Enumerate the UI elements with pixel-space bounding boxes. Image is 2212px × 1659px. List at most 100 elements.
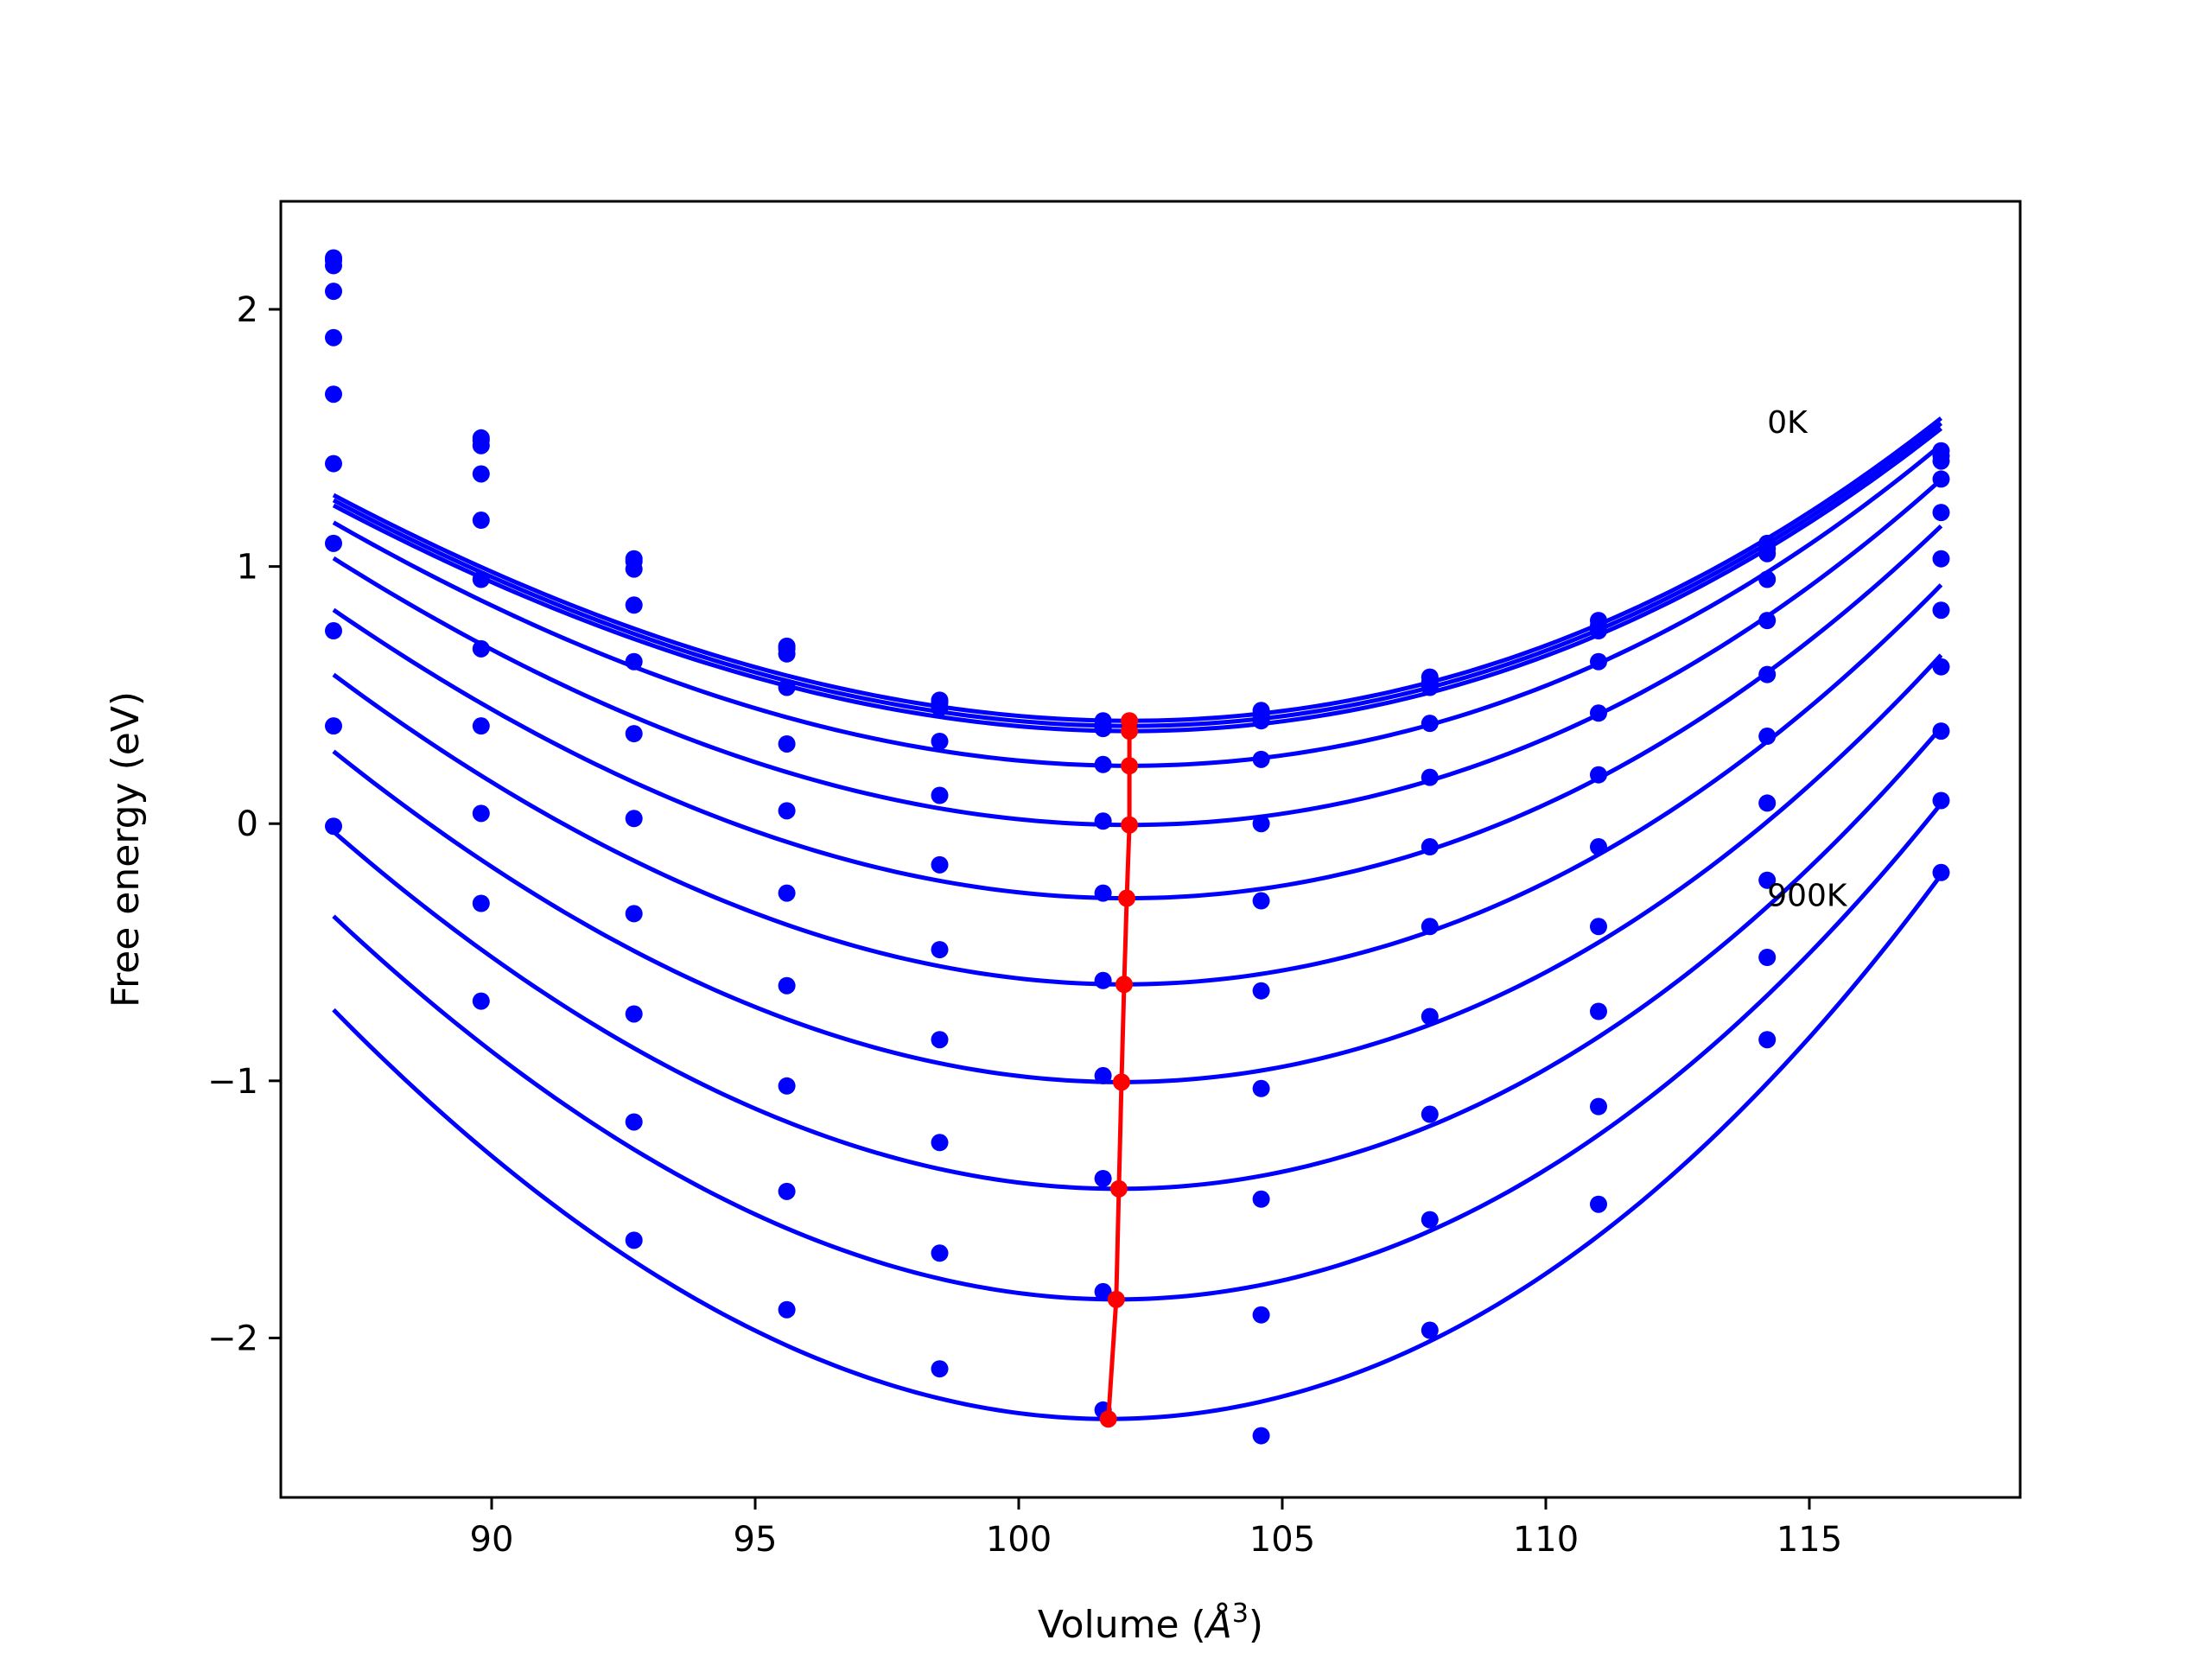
- minima-series: [1099, 712, 1139, 1428]
- x-axis-label-unit: Å: [1204, 1601, 1232, 1647]
- series-data-point: [1932, 504, 1950, 522]
- y-tick-label: 1: [237, 548, 258, 588]
- series-data-point: [1094, 1169, 1112, 1187]
- x-axis-label-superscript: 3: [1232, 1599, 1249, 1629]
- series-data-point: [1932, 722, 1950, 741]
- series-data-point: [1252, 892, 1270, 910]
- series-data-point: [1590, 704, 1607, 722]
- series-data-point: [325, 817, 342, 836]
- series-data-point: [1421, 918, 1439, 936]
- annotation-label: 900K: [1767, 878, 1848, 913]
- series-data-point: [1932, 452, 1950, 470]
- series-data-point: [1094, 1066, 1112, 1084]
- series-data-point: [931, 1031, 949, 1049]
- series-data-point: [472, 717, 490, 735]
- series-data-point: [625, 596, 643, 614]
- series-data-point: [1590, 652, 1607, 671]
- series-data-point: [1932, 658, 1950, 676]
- series-data-point: [1758, 612, 1777, 630]
- series-fit-line: [332, 726, 1943, 1192]
- series-fit-line: [332, 524, 1943, 901]
- series-data-point: [931, 855, 949, 874]
- minima-point: [1121, 757, 1139, 775]
- series-data-point: [1421, 1105, 1439, 1123]
- series-data-point: [778, 1182, 796, 1200]
- series-data-point: [472, 804, 490, 823]
- x-axis: 90 95 100 105 110 115: [470, 1497, 1842, 1560]
- series-data-point: [931, 786, 949, 804]
- series-data-point: [1590, 1195, 1607, 1213]
- series-data-point: [325, 283, 342, 301]
- minima-point: [1118, 889, 1136, 907]
- minima-point: [1116, 976, 1133, 994]
- series-data-point: [1932, 863, 1950, 881]
- series-fit-line: [332, 802, 1943, 1302]
- series-7: [325, 454, 1950, 1000]
- series-data-point: [625, 560, 643, 578]
- series-fit-line: [332, 653, 1943, 1084]
- series-data-point: [1421, 678, 1439, 696]
- series-data-point: [472, 992, 490, 1010]
- series-data-point: [1590, 838, 1607, 856]
- series-data-point: [931, 941, 949, 959]
- series-data-point: [1252, 982, 1270, 1000]
- series-data-point: [778, 678, 796, 696]
- series-data-point: [778, 1300, 796, 1319]
- series-data-point: [472, 639, 490, 658]
- series-data-point: [931, 733, 949, 750]
- series-data-point: [625, 725, 643, 743]
- series-data-point: [1758, 570, 1777, 588]
- minima-point: [1107, 1290, 1125, 1308]
- series-11: [325, 817, 1950, 1445]
- minima-line: [1106, 721, 1132, 1420]
- series-10: [325, 717, 1950, 1324]
- x-tick-label: 100: [986, 1520, 1052, 1560]
- series-data-point: [325, 717, 342, 735]
- series-data-point: [1252, 750, 1270, 768]
- annotations: 0K 900K: [1767, 405, 1848, 914]
- series-data-point: [472, 570, 490, 588]
- x-tick-label: 95: [734, 1520, 778, 1560]
- y-tick-label: −1: [207, 1062, 258, 1102]
- series-data-point: [1421, 768, 1439, 786]
- series-fit-line: [332, 421, 1943, 728]
- series-data-point: [1590, 1097, 1607, 1116]
- series-data-point: [1094, 884, 1112, 902]
- series-data-point: [1094, 971, 1112, 989]
- minima-point: [1109, 1179, 1128, 1198]
- series-data-point: [1758, 544, 1777, 563]
- series-data-point: [1421, 715, 1439, 733]
- series-data-point: [625, 652, 643, 671]
- minima-point: [1112, 1073, 1130, 1091]
- series-data-point: [1758, 949, 1777, 966]
- annotation-label: 0K: [1767, 405, 1808, 441]
- series-data-point: [472, 894, 490, 912]
- series-data-point: [625, 1005, 643, 1023]
- series-data-point: [1590, 766, 1607, 784]
- series-data-point: [931, 1134, 949, 1152]
- series-data-point: [1758, 871, 1777, 889]
- series-fit-line: [332, 583, 1943, 987]
- series-data-point: [1094, 720, 1112, 738]
- series-data-point: [1932, 601, 1950, 620]
- x-tick-label: 105: [1249, 1520, 1315, 1560]
- series-data-point: [472, 436, 490, 454]
- y-tick-label: −2: [207, 1319, 258, 1358]
- series-data-point: [1252, 1306, 1270, 1324]
- minima-point: [1121, 816, 1139, 834]
- series-data-point: [625, 905, 643, 923]
- series-data-point: [625, 810, 643, 828]
- series-data-point: [1758, 728, 1777, 746]
- series-data-point: [778, 802, 796, 820]
- series-data-point: [1421, 1007, 1439, 1026]
- series-data-point: [325, 622, 342, 640]
- series-data-point: [1590, 622, 1607, 640]
- series-data-point: [1932, 550, 1950, 568]
- series-data-point: [778, 645, 796, 663]
- series-data-point: [1421, 838, 1439, 856]
- series-data-point: [1758, 665, 1777, 683]
- x-axis-label-close: ): [1249, 1603, 1263, 1647]
- series-data-point: [1094, 1282, 1112, 1300]
